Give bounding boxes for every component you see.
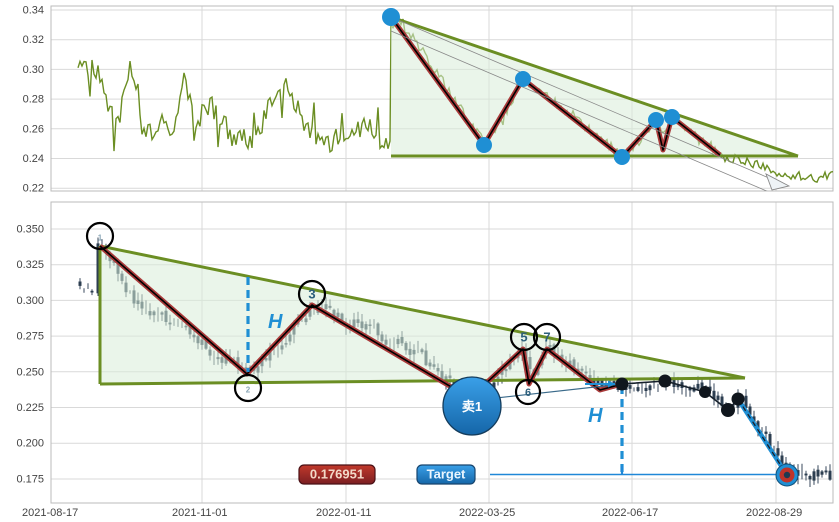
svg-text:2021-11-01: 2021-11-01: [172, 507, 227, 519]
svg-text:0.26: 0.26: [23, 123, 44, 135]
svg-text:2022-06-17: 2022-06-17: [602, 507, 658, 519]
svg-text:卖1: 卖1: [462, 399, 482, 414]
svg-text:0.32: 0.32: [23, 34, 44, 46]
svg-text:2022-08-29: 2022-08-29: [746, 507, 802, 519]
svg-text:2: 2: [246, 386, 251, 395]
svg-text:0.24: 0.24: [23, 153, 44, 165]
svg-text:0.325: 0.325: [16, 259, 44, 271]
svg-text:0.175: 0.175: [16, 474, 44, 486]
svg-text:0.34: 0.34: [23, 5, 44, 17]
svg-text:0.250: 0.250: [16, 366, 44, 378]
svg-text:2022-01-11: 2022-01-11: [316, 507, 371, 519]
svg-text:7: 7: [543, 330, 550, 345]
svg-text:2021-08-17: 2021-08-17: [22, 507, 78, 519]
svg-text:0.28: 0.28: [23, 94, 44, 106]
svg-text:0.176951: 0.176951: [310, 467, 364, 482]
svg-text:H: H: [588, 405, 603, 427]
svg-text:5: 5: [520, 330, 527, 345]
svg-text:6: 6: [525, 387, 531, 399]
svg-text:3: 3: [308, 287, 315, 302]
svg-text:1: 1: [98, 234, 103, 243]
svg-text:Target: Target: [427, 467, 466, 482]
svg-text:0.225: 0.225: [16, 402, 44, 414]
svg-text:0.30: 0.30: [23, 64, 44, 76]
svg-text:2022-03-25: 2022-03-25: [459, 507, 515, 519]
svg-text:0.200: 0.200: [16, 438, 44, 450]
svg-text:0.22: 0.22: [23, 183, 44, 195]
svg-text:H: H: [268, 311, 283, 333]
svg-text:0.275: 0.275: [16, 331, 44, 343]
svg-text:0.350: 0.350: [16, 224, 44, 236]
svg-text:0.300: 0.300: [16, 295, 44, 307]
